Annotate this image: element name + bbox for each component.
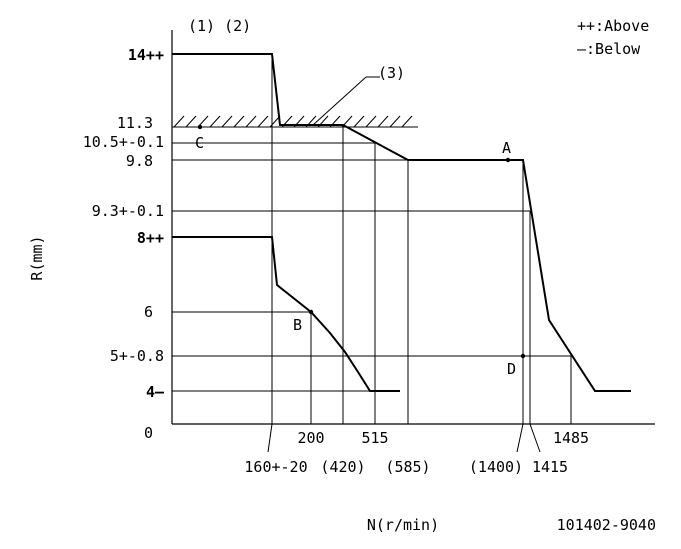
y-tick-4: 4— [146,383,165,401]
x-tick-160: 160+-20 [244,458,307,476]
y-tick-10-5: 10.5+-0.1 [83,133,164,151]
y-tick-5: 5+-0.8 [110,347,164,365]
upper-curve [172,53,631,392]
x-tick-1400: (1400) [469,458,523,476]
legend-below: —:Below [577,40,641,58]
callout-label: (3) [378,64,405,82]
leader-1400 [516,423,524,453]
notes-label: (1) (2) [188,17,251,35]
x-tick-585: (585) [385,458,430,476]
point-b-label: B [293,316,302,334]
point-c-marker [197,124,203,130]
x-tick-200: 200 [297,429,324,447]
y-tick-14: 14++ [128,46,164,64]
leader-160 [267,423,273,453]
y-tick-9-8: 9.8 [126,152,153,170]
x-tick-515: 515 [361,429,388,447]
lower-curve [172,236,400,392]
y-axis-label: R(mm) [28,235,46,280]
y-tick-8: 8++ [137,229,164,247]
leader-1415 [529,423,541,453]
x-tick-1415: 1415 [532,458,568,476]
y-tick-9-3: 9.3+-0.1 [92,202,164,220]
legend-above: ++:Above [577,17,649,35]
y-tick-11-3: 11.3 [117,114,153,132]
x-tick-420: (420) [320,458,365,476]
y-tick-6: 6 [144,303,153,321]
callout-leader [312,76,367,126]
point-c-label: C [195,134,204,152]
point-a-label: A [502,139,511,157]
point-d-marker [520,353,526,359]
x-axis-label: N(r/min) [367,516,439,534]
drawing-code: 101402-9040 [557,516,656,534]
point-a-marker [505,157,511,163]
y-tick-0: 0 [144,424,153,442]
point-d-label: D [507,360,516,378]
point-b-marker [308,309,314,315]
x-tick-1485: 1485 [553,429,589,447]
